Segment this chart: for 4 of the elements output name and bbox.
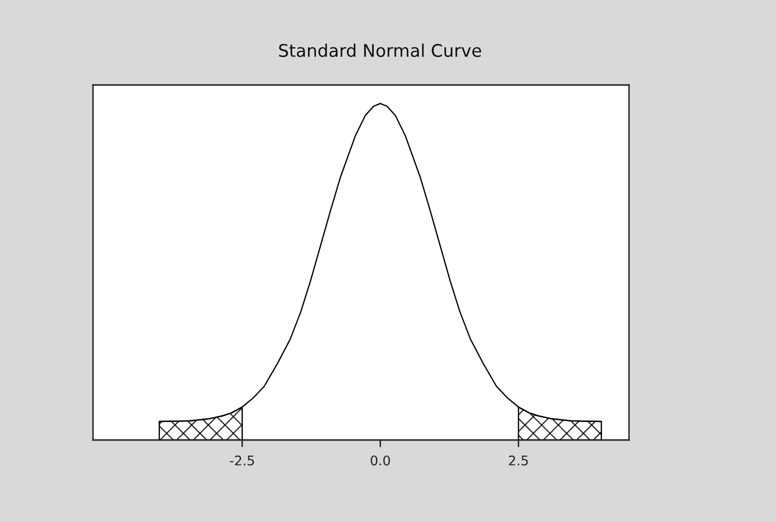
chart-title: Standard Normal Curve	[279, 44, 482, 58]
x-tick-label: -2.5	[230, 456, 254, 466]
x-tick-label: 0.0	[370, 456, 390, 466]
x-tick-label: 2.5	[508, 456, 528, 466]
